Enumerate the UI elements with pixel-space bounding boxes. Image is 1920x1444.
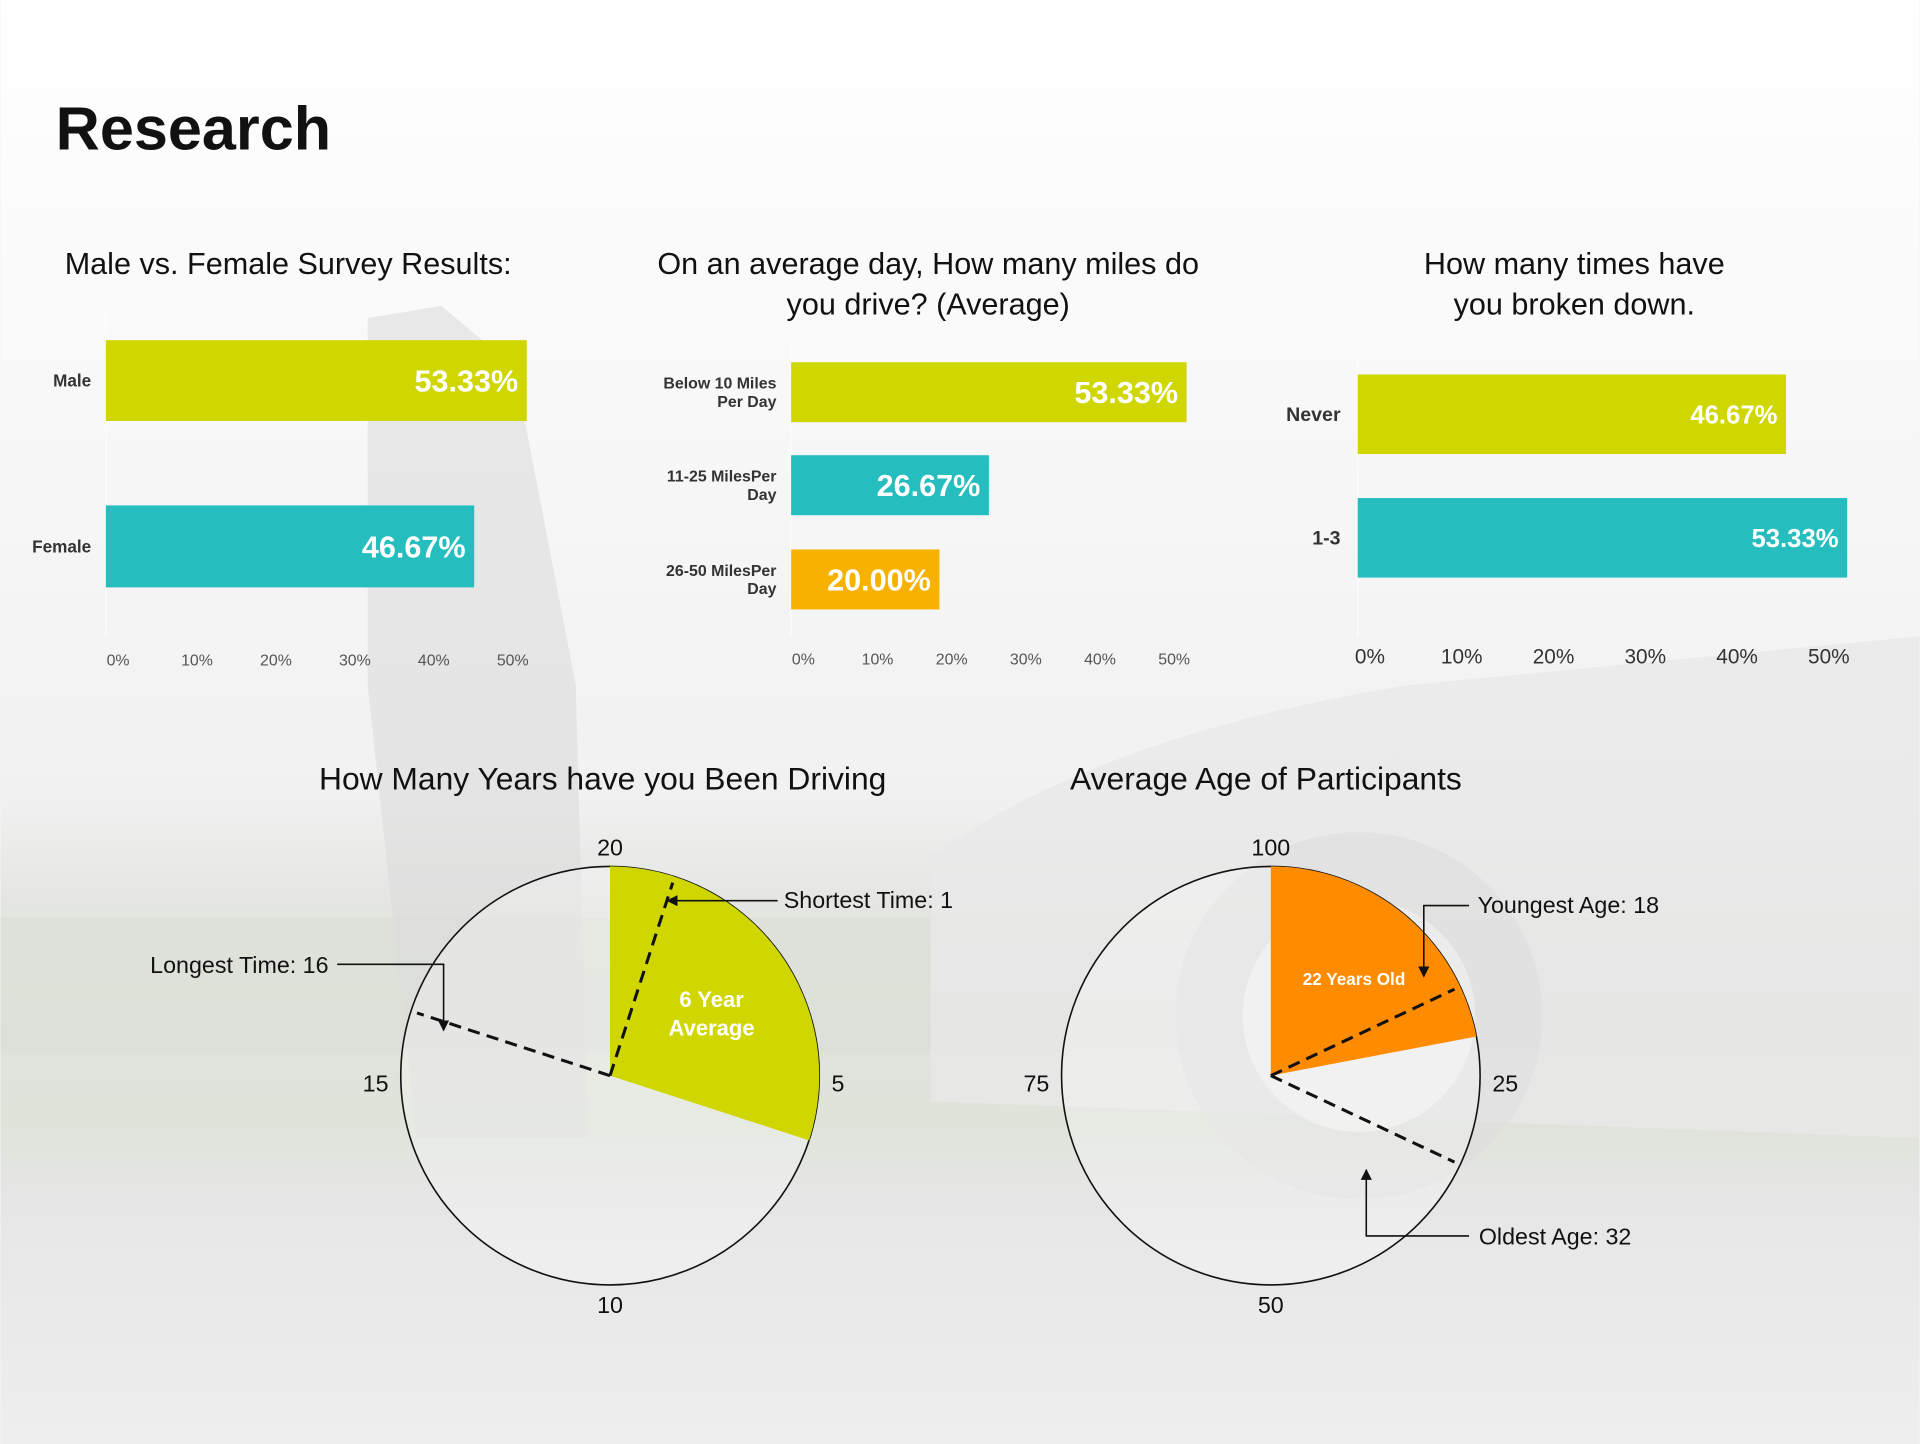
x-tick-label: 40% [418,653,450,670]
pie-slice [610,866,820,1141]
bar-value-label: 46.67% [362,530,466,564]
dial-tick-label: 5 [832,1071,845,1097]
bar [791,362,1187,423]
bar [1357,498,1848,578]
x-tick-label: 40% [1084,651,1116,668]
bar-chart-1: Male vs. Female Survey Results: 53.33% Mal… [32,247,529,670]
marker-dashed-line [416,1011,611,1078]
slice-label: 22 Years Old [1303,969,1406,989]
x-tick-label: 50% [1158,651,1190,668]
bar-value-label: 53.33% [1751,525,1838,553]
annotation-arrow-icon [1360,1168,1470,1237]
chart-title: you broken down. [1454,287,1695,321]
dial-tick-label: 50 [1258,1292,1284,1318]
x-tick-label: 50% [497,653,529,670]
chart-title: you drive? (Average) [787,287,1070,321]
bar-value-label: 20.00% [827,563,931,597]
x-tick-label: 50% [1808,645,1850,668]
dial-tick-label: 25 [1492,1071,1518,1097]
slice-label: 6 Year [679,987,744,1012]
category-label: Day [747,581,776,598]
bar [105,505,475,588]
x-tick-label: 10% [1441,645,1483,668]
bar-value-label: 53.33% [1074,376,1178,410]
x-tick-label: 10% [862,651,894,668]
x-tick-label: 0% [1355,645,1385,668]
category-label: 1-3 [1312,528,1340,550]
chart-title: How many times have [1424,247,1725,281]
x-tick-label: 30% [339,653,371,670]
dial-tick-label: 75 [1023,1071,1049,1097]
category-label: Never [1286,404,1341,426]
category-label: Below 10 Miles [663,376,776,393]
x-tick-label: 30% [1624,645,1666,668]
pie-slice [1270,866,1477,1076]
bar-chart-2: On an average day, How many miles do you … [657,247,1199,668]
category-label: Female [32,536,91,556]
category-label: Male [53,371,91,391]
chart-title: Average Age of Participants [1070,760,1462,796]
x-tick-label: 20% [936,651,968,668]
x-tick-label: 20% [260,653,292,670]
chart-title: Male vs. Female Survey Results: [65,247,512,281]
bar-value-label: 53.33% [414,365,518,399]
marker-dashed-line [1270,1074,1456,1164]
category-label: 11-25 MilesPer [667,469,777,486]
category-label: 26-50 MilesPer [666,563,776,580]
annotation-arrow-icon [337,963,450,1032]
chart-title: How Many Years have you Been Driving [319,760,886,796]
bar [791,455,989,516]
dial-tick-label: 100 [1251,834,1290,860]
x-tick-label: 40% [1716,645,1758,668]
dial-tick-label: 10 [597,1292,623,1318]
bar [105,340,527,421]
dial-tick-label: 20 [597,834,623,860]
bar-value-label: 46.67% [1690,401,1777,429]
chart-title: On an average day, How many miles do [657,247,1199,281]
x-tick-label: 30% [1010,651,1042,668]
bar-value-label: 26.67% [877,469,981,503]
x-tick-label: 0% [107,653,130,670]
x-tick-label: 10% [181,653,213,670]
bar [1357,374,1787,455]
annotation-arrow-icon [1418,904,1470,978]
page-title: Research [56,94,331,162]
category-label: Per Day [717,394,776,411]
bar [791,549,940,610]
dial-tick-label: 15 [363,1071,389,1097]
x-tick-label: 20% [1533,645,1575,668]
annotation-label: Shortest Time: 1 [784,887,953,913]
annotation-label: Longest Time: 16 [150,952,328,978]
dial-chart-2: Average Age of Participants 22 Years Old 1… [1023,760,1659,1318]
annotation-label: Youngest Age: 18 [1478,892,1659,918]
marker-dashed-line [608,882,675,1077]
bar-chart-3: How many times have you broken down. 46.67… [1286,247,1849,668]
category-label: Day [747,487,776,504]
marker-dashed-line [1270,987,1456,1078]
annotation-label: Oldest Age: 32 [1479,1224,1632,1250]
x-tick-label: 0% [792,651,815,668]
slice-label: Average [669,1015,755,1040]
dial-chart-1: How Many Years have you Been Driving 6 Ye… [150,760,953,1318]
